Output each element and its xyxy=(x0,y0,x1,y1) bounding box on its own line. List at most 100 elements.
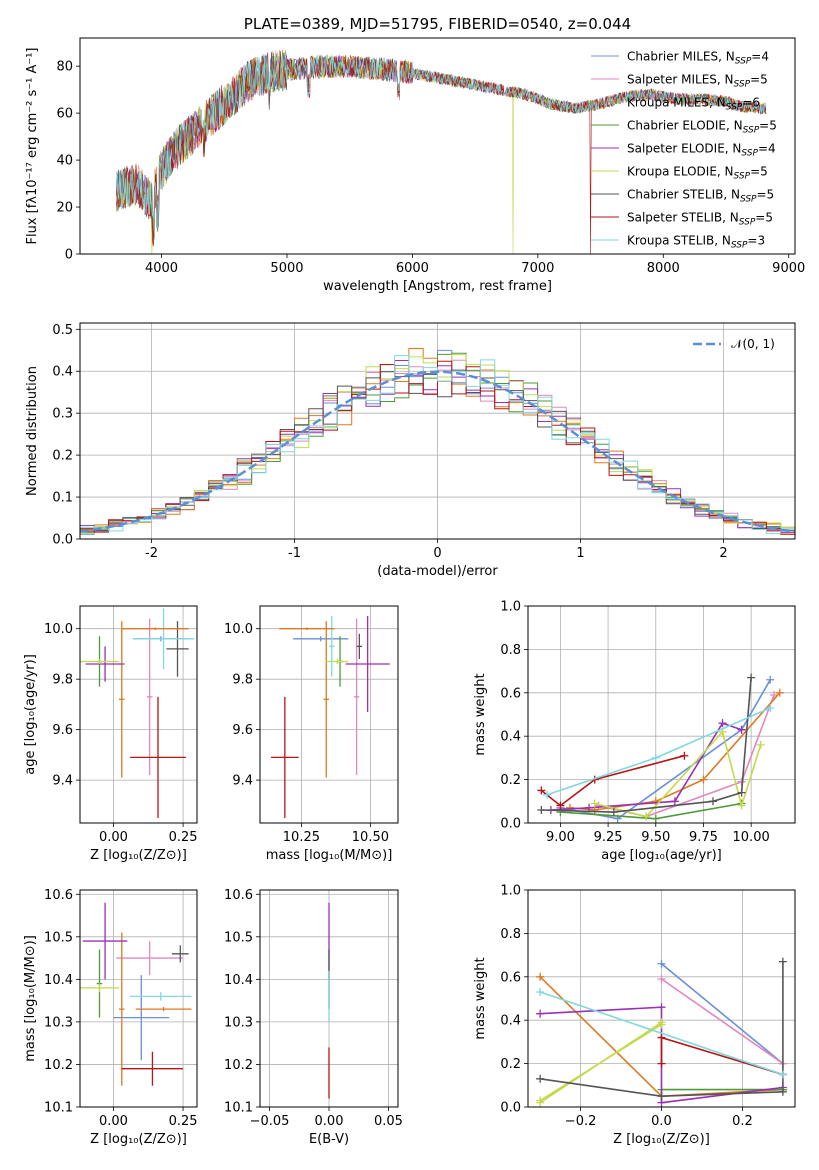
series-marker xyxy=(657,1033,666,1042)
x-tick-label: 10.50 xyxy=(352,830,389,845)
y-tick-label: 9.4 xyxy=(52,774,73,789)
y-tick-label: 0.0 xyxy=(52,533,73,548)
y-tick-label: 9.8 xyxy=(52,673,73,688)
y-ticks: 0.0 0.2 0.4 0.6 0.8 1.0 xyxy=(500,884,528,1116)
y-ticks: 10.1 10.2 10.3 10.4 10.5 10.6 xyxy=(224,888,260,1116)
errorbar-point-krou_miles xyxy=(119,932,125,1086)
errorbar-point-salp_stel xyxy=(130,696,186,818)
legend-name: Salpeter STELIB, N xyxy=(627,211,739,225)
legend-label-chab_miles: Chabrier MILES, NSSP=4 xyxy=(627,50,769,67)
legend-sub: SSP xyxy=(734,172,751,182)
errorbar-point-salp_elod xyxy=(345,616,390,712)
legend-suffix: =5 xyxy=(755,211,773,225)
errorbar-point-krou_stel xyxy=(132,608,195,670)
y-tick-label: 0.4 xyxy=(500,730,521,745)
x-tick-label: 0.2 xyxy=(732,1114,753,1129)
y-tick-label: 0.2 xyxy=(500,773,521,788)
y-tick-label: 0.4 xyxy=(500,1014,521,1029)
y-ticks: 0.0 0.1 0.2 0.3 0.4 0.5 xyxy=(52,323,80,548)
series-marker xyxy=(651,797,660,806)
series-marker xyxy=(543,790,552,799)
series-marker xyxy=(585,803,594,812)
series-salp_stel xyxy=(537,751,689,810)
errorbar-point-krou_miles xyxy=(279,627,335,630)
x-tick-label: 0.05 xyxy=(374,1114,403,1129)
series-marker xyxy=(536,1009,545,1018)
x-tick-label: 7000 xyxy=(521,261,554,276)
y-tick-label: 10.4 xyxy=(224,973,253,988)
series-marker xyxy=(778,1087,787,1096)
legend-sub: SSP xyxy=(743,126,760,136)
errorbar-point-chab_miles xyxy=(113,975,170,1061)
series-marker xyxy=(737,788,746,797)
errorbar-point-chab_miles xyxy=(293,636,349,642)
errorbar-point-salp_miles xyxy=(146,618,153,776)
x-tick-label: −0.05 xyxy=(250,1114,290,1129)
x-ticks: 4000 5000 6000 7000 8000 9000 xyxy=(145,254,805,276)
series-marker xyxy=(536,972,545,981)
series-marker xyxy=(699,775,708,784)
errorbar-point-chab_stel xyxy=(356,633,363,659)
y-tick-label: 9.6 xyxy=(52,723,73,738)
legend-name: Salpeter MILES, N xyxy=(627,73,734,87)
chart-mass_vs_Z: 0.00 0.25 10.1 10.2 10.3 10.4 10.5 10.6 Z [log₁₀… xyxy=(23,888,198,1147)
y-tick-label: 10.6 xyxy=(224,888,253,903)
errorbar-point-salp_stel xyxy=(121,1051,184,1086)
y-tick-label: 9.8 xyxy=(232,673,253,688)
y-axis-label: Normed distribution xyxy=(25,366,40,496)
y-ticks: 9.4 9.6 9.8 10.0 xyxy=(224,622,260,789)
series-marker xyxy=(680,751,689,760)
y-tick-label: 9.4 xyxy=(232,774,253,789)
series-marker xyxy=(670,797,679,806)
series-marker xyxy=(556,801,565,810)
legend-suffix: =4 xyxy=(758,142,776,156)
series-salp_stel xyxy=(657,1033,787,1079)
series-marker xyxy=(657,1059,666,1068)
plot-area xyxy=(536,957,787,1107)
legend-sub: SSP xyxy=(734,80,751,90)
x-ticks: −0.05 0.00 0.05 xyxy=(250,1107,403,1129)
legend-suffix: =4 xyxy=(751,50,769,64)
y-ticks: 10.1 10.2 10.3 10.4 10.5 10.6 xyxy=(44,888,80,1116)
series-marker xyxy=(657,959,666,968)
y-tick-label: 10.3 xyxy=(224,1015,253,1030)
series-krou_stel xyxy=(543,703,775,799)
x-tick-label: 0.00 xyxy=(315,1114,344,1129)
x-tick-label: 0.00 xyxy=(99,830,128,845)
y-tick-label: 0.3 xyxy=(52,407,73,422)
axes-frame xyxy=(79,605,198,824)
y-tick-label: 0.8 xyxy=(500,643,521,658)
series-marker xyxy=(657,1003,666,1012)
x-axis-label: Z [log₁₀(Z/Z⊙)] xyxy=(90,848,187,863)
axes-frame xyxy=(79,37,796,255)
y-tick-label: 60 xyxy=(56,107,73,122)
legend-label-krou_elod: Kroupa ELODIE, NSSP=5 xyxy=(627,165,768,182)
y-tick-label: 0.1 xyxy=(52,491,73,506)
series-krou_elod xyxy=(590,727,765,821)
y-axis-label: mass weight xyxy=(473,957,488,1039)
y-tick-label: 10.4 xyxy=(44,973,73,988)
chart-age_vs_Z: 0.00 0.25 9.4 9.6 9.8 10.0 Z [log₁₀(Z/Z⊙)] age … xyxy=(23,605,198,863)
y-tick-label: 0.6 xyxy=(500,970,521,985)
y-tick-label: 0.0 xyxy=(500,1101,521,1116)
histogram-krou_stel xyxy=(80,355,795,534)
legend-suffix: =5 xyxy=(750,73,768,87)
errorbar-point-chab_stel xyxy=(166,621,189,677)
y-tick-label: 0.4 xyxy=(52,365,73,380)
errorbar-point-chab_elod xyxy=(96,949,103,1018)
x-tick-label: 9.25 xyxy=(594,830,623,845)
x-tick-label: -2 xyxy=(145,546,158,561)
errorbar-point-krou_elod xyxy=(80,983,119,993)
y-tick-label: 10.1 xyxy=(224,1101,253,1116)
errorbar-point-krou_elod xyxy=(80,658,119,665)
series-marker xyxy=(590,799,599,808)
x-axis-label: E(B-V) xyxy=(309,1132,349,1147)
errorbar-point-salp_miles xyxy=(116,941,184,976)
y-axis-label: age [log₁₀(age/yr)] xyxy=(23,654,38,775)
errorbar-point-krou_miles xyxy=(323,621,329,778)
x-tick-label: 10.00 xyxy=(733,830,770,845)
legend-label-chab_stel: Chabrier STELIB, NSSP=5 xyxy=(627,188,774,205)
series-marker xyxy=(537,786,546,795)
axes-frame xyxy=(259,889,399,1108)
